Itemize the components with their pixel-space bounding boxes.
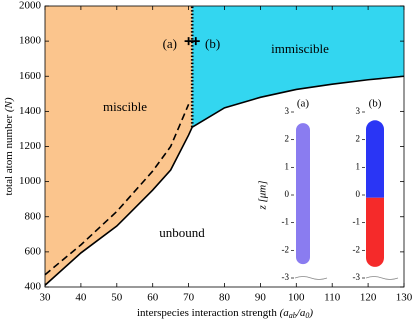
y-tick-label: 2000 [19, 0, 42, 12]
y-tick-label: 400 [25, 281, 42, 293]
inset-panel-label: (b) [369, 98, 382, 110]
region-label: immiscible [271, 41, 329, 56]
x-label-part: (a [280, 307, 290, 319]
inset-tick-label: 3 [356, 106, 361, 116]
x-label-part: /a [296, 307, 306, 319]
inset-density [296, 123, 310, 265]
inset-tick-label: 1 [356, 161, 361, 171]
x-tick-label: 60 [147, 292, 159, 304]
x-label-part: 0 [305, 311, 309, 320]
inset-tick-label: 1 [285, 161, 290, 171]
x-tick-label: 120 [360, 292, 377, 304]
inset-panel-label: (a) [297, 98, 310, 110]
x-tick-label: 130 [396, 292, 413, 304]
point-marker [191, 37, 200, 46]
y-tick-label: 600 [25, 245, 42, 257]
x-tick-label: 70 [183, 292, 195, 304]
x-tick-label: 40 [75, 292, 87, 304]
x-label-part: ) [308, 307, 313, 319]
point-label: (a) [163, 36, 177, 51]
region-fill [192, 6, 404, 128]
inset-tick-label: -1 [353, 217, 361, 227]
x-tick-label: 90 [255, 292, 267, 304]
inset-tick-label: -1 [282, 217, 290, 227]
inset-tick-label: -2 [282, 244, 290, 254]
inset-tick-label: 2 [285, 134, 290, 144]
region-label: miscible [103, 99, 147, 114]
inset-tick-label: -3 [353, 272, 361, 282]
x-axis-label: interspecies interaction strength (aab/a… [137, 307, 313, 320]
x-tick-label: 80 [219, 292, 231, 304]
y-tick-label: 1800 [19, 35, 42, 47]
y-tick-label: 1200 [19, 140, 42, 152]
x-label-text: interspecies interaction strength [137, 307, 280, 319]
y-tick-label: 800 [25, 210, 42, 222]
y-tick-label: 1600 [19, 70, 42, 82]
point-marker [184, 37, 193, 46]
inset-tick-label: -2 [353, 244, 361, 254]
y-label-symbol: (N) [3, 97, 15, 112]
region-fill [45, 6, 193, 286]
inset-baseline [294, 276, 328, 280]
inset-tick-label: -3 [282, 272, 290, 282]
point-label: (b) [205, 36, 220, 51]
inset-density [366, 197, 384, 267]
inset-tick-label: 2 [356, 134, 361, 144]
x-tick-label: 100 [288, 292, 305, 304]
y-label-text: total atom number [3, 112, 15, 195]
boundary-line [44, 104, 190, 276]
y-tick-label: 1000 [19, 175, 42, 187]
y-axis-label: total atom number (N) [3, 97, 15, 195]
inset-tick-label: 0 [285, 189, 290, 199]
inset-tick-label: 0 [356, 189, 361, 199]
boundary-line [44, 126, 193, 286]
x-tick-label: 50 [111, 292, 123, 304]
inset-baseline [365, 276, 399, 280]
x-tick-label: 110 [324, 292, 341, 304]
y-tick-label: 1400 [19, 105, 42, 117]
region-label: unbound [159, 225, 205, 240]
x-label-part: ab [289, 311, 297, 320]
x-tick-label: 30 [40, 292, 52, 304]
inset-density [366, 120, 384, 198]
inset-tick-label: 3 [285, 106, 290, 116]
boundary-line [191, 75, 405, 128]
inset-axis-label: z [μm] [257, 180, 269, 210]
